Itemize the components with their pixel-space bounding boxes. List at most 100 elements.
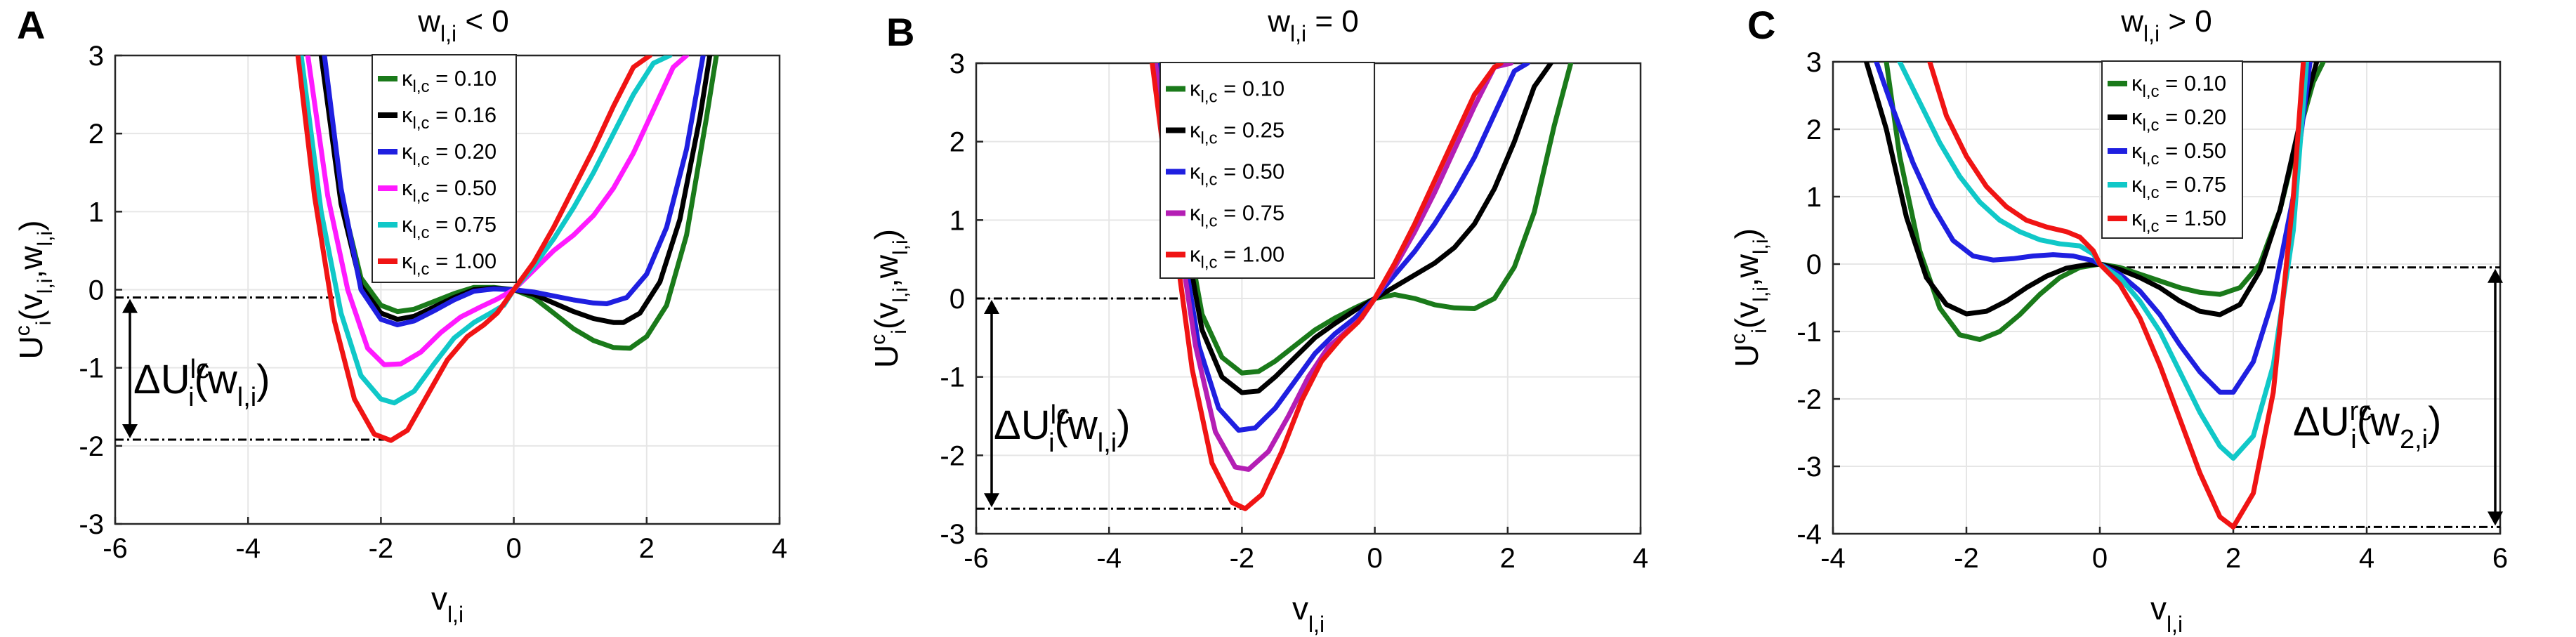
legend-value: = 0.20 [430, 139, 497, 164]
legend-symbol: κ [402, 66, 413, 91]
legend-sub: l,c [2143, 217, 2160, 236]
title-base: w [1267, 4, 1290, 39]
legend-value: = 1.50 [2160, 206, 2227, 230]
panel-letter: B [886, 10, 914, 54]
y-axis-label: Uci(vl,i,wl,i) [867, 229, 912, 368]
title-sub: l,i [1290, 21, 1306, 46]
legend-sub: l,c [1201, 88, 1218, 107]
legend-entry: κl,c = 0.50 [1190, 159, 1284, 190]
legend-entry: κl,c = 0.10 [2131, 71, 2226, 101]
ylabel-sub: i [32, 321, 55, 326]
legend-value: = 0.50 [1218, 159, 1285, 184]
series-line-4 [1927, 62, 2306, 530]
ylabel-arg1-sub: l,i [889, 287, 912, 303]
title-rest: < 0 [456, 4, 509, 39]
y-tick-label: -1 [1796, 317, 1822, 348]
legend-sub: l,c [2143, 82, 2160, 101]
xlabel-sub: l,i [2167, 612, 2183, 637]
ylabel-close: ) [1728, 228, 1765, 239]
legend-symbol: κ [402, 103, 413, 127]
ylabel-arg1-sub: l,i [1749, 287, 1773, 302]
delta-u-annotation: ΔUlc i(wl,i) [133, 355, 270, 412]
annotation-close: ) [2428, 399, 2441, 445]
y-tick-label: -2 [1796, 384, 1822, 415]
title-rest: > 0 [2160, 4, 2212, 39]
legend-sub: l,c [413, 150, 430, 169]
annotation-sub: i [2351, 425, 2356, 454]
ylabel-sep: ,w [13, 246, 49, 279]
panel-letter: C [1747, 3, 1775, 47]
x-tick-label: 4 [1633, 543, 1648, 574]
legend-symbol: κ [1190, 77, 1201, 101]
chart-title: wl,i > 0 [2120, 4, 2212, 46]
legend-value: = 0.10 [1218, 77, 1285, 101]
x-tick-label: 6 [2492, 543, 2508, 574]
ylabel-sub: i [1748, 329, 1771, 334]
legend-sub: l,c [413, 114, 430, 133]
x-tick-label: 2 [2226, 543, 2241, 574]
legend-entry: κl,c = 1.00 [1190, 242, 1284, 272]
curves [1864, 62, 2326, 530]
arrow-head-down [984, 493, 999, 508]
annotation-base: ΔU [2293, 399, 2350, 445]
annotation-base: ΔU [994, 402, 1051, 448]
legend-symbol: κ [1190, 201, 1201, 225]
ylabel-arg2-sub: l,i [34, 231, 57, 247]
legend-entry: κl,c = 0.75 [2131, 172, 2226, 202]
legend-symbol: κ [2131, 206, 2143, 230]
ylabel-base: U [1728, 344, 1765, 367]
x-tick-label: -4 [235, 533, 261, 564]
y-tick-label: 2 [88, 119, 104, 150]
annotation-argsub: l,i [1098, 428, 1117, 458]
legend-value: = 0.50 [430, 176, 497, 200]
ylabel-args: (v [868, 303, 905, 329]
title-rest: = 0 [1306, 4, 1359, 39]
ylabel-sup: c [11, 325, 34, 336]
legend-entry: κl,c = 0.50 [402, 176, 497, 206]
legend-value: = 1.00 [430, 249, 497, 273]
legend-value: = 0.75 [1218, 201, 1285, 225]
x-tick-label: -2 [1230, 543, 1255, 574]
legend-entry: κl,c = 0.10 [402, 66, 497, 96]
x-tick-label: -6 [964, 543, 989, 574]
y-tick-label: 3 [88, 41, 104, 72]
x-tick-label: 2 [639, 533, 655, 564]
legend-entry: κl,c = 0.10 [1190, 77, 1284, 107]
delta-u-annotation: ΔUlc i(wl,i) [994, 400, 1131, 458]
y-tick-label: 2 [949, 127, 965, 158]
y-tick-label: -1 [79, 353, 104, 384]
x-tick-label: 0 [506, 533, 521, 564]
legend-sub: l,c [1201, 171, 1218, 190]
legend-symbol: κ [402, 212, 413, 237]
annotation-sub: i [1049, 428, 1054, 458]
ylabel-sep: ,w [1728, 254, 1765, 287]
legend-value: = 0.10 [2160, 71, 2227, 96]
legend-symbol: κ [2131, 172, 2143, 197]
legend-sub: l,c [2143, 150, 2160, 169]
curves [295, 55, 719, 443]
ylabel-sub: i [888, 329, 911, 334]
series-line-4 [298, 55, 673, 406]
legend-value: = 0.10 [430, 66, 497, 91]
curves [1150, 63, 1574, 511]
legend-sub: l,c [1201, 212, 1218, 231]
series-line-2 [1874, 62, 2313, 395]
legend-sub: l,c [1201, 254, 1218, 272]
x-tick-label: 4 [2359, 543, 2374, 574]
legend-symbol: κ [1190, 118, 1201, 143]
y-tick-label: -3 [940, 519, 965, 550]
series-line-3 [305, 55, 690, 367]
y-tick-label: 0 [1806, 249, 1822, 280]
legend-entry: κl,c = 0.20 [2131, 105, 2226, 135]
ylabel-sup: c [867, 334, 890, 345]
x-axis-label: vl,i [1292, 590, 1325, 637]
xlabel-base: v [1292, 590, 1308, 626]
legend-entry: κl,c = 0.75 [402, 212, 497, 242]
ylabel-close: ) [13, 221, 49, 231]
title-base: w [417, 4, 440, 39]
legend-value: = 0.75 [2160, 172, 2227, 197]
legend-box [372, 54, 517, 283]
